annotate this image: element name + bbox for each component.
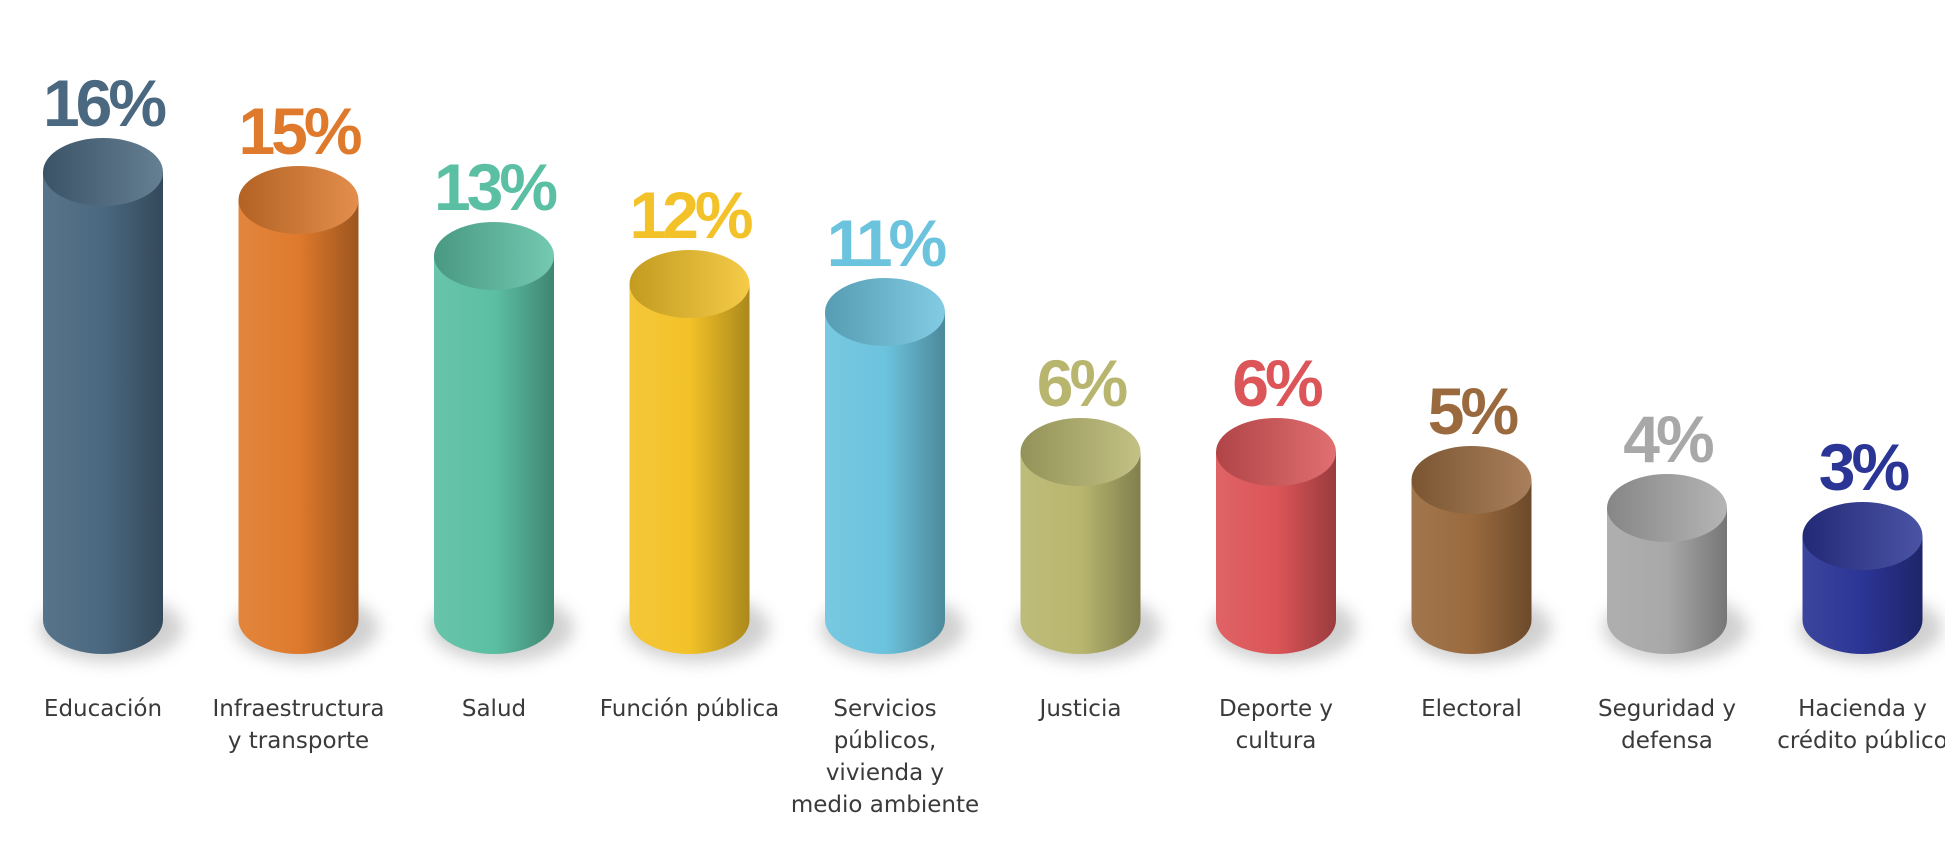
category-label: Hacienda y crédito público — [1777, 696, 1945, 754]
category-label: Educación — [43, 696, 163, 722]
category-label: Deporte y cultura — [1218, 696, 1334, 754]
cylinder-body — [1020, 452, 1141, 654]
cylinder-top — [43, 138, 163, 206]
category-label: Salud — [461, 696, 527, 722]
cylinder-body — [1607, 508, 1727, 654]
cylinder-body — [238, 200, 359, 654]
cylinder-top — [825, 278, 945, 346]
value-label: 5% — [1428, 374, 1518, 448]
value-label: 6% — [1232, 346, 1322, 420]
cylinder-top — [1607, 474, 1727, 542]
category-label: Servicios públicos, vivienda y medio amb… — [790, 696, 980, 818]
category-label: Seguridad y defensa — [1598, 696, 1736, 754]
cylinder-body — [1411, 480, 1532, 654]
cylinder-body — [434, 256, 554, 654]
value-label: 13% — [434, 150, 556, 224]
value-label: 11% — [827, 206, 946, 280]
cylinder-top — [1411, 446, 1532, 514]
value-label: 15% — [238, 94, 360, 168]
category-label: Justicia — [1039, 696, 1122, 722]
category-label: Función pública — [599, 696, 780, 722]
cylinder-body — [43, 172, 163, 654]
value-label: 6% — [1037, 346, 1127, 420]
value-label: 16% — [43, 66, 165, 140]
cylinder-top — [1216, 418, 1336, 486]
cylinder-body — [629, 284, 750, 654]
cylinder-top — [629, 250, 750, 318]
cylinder-body — [1216, 452, 1336, 654]
cylinder-top — [238, 166, 359, 234]
cylinder-top — [1020, 418, 1141, 486]
value-label: 12% — [629, 178, 751, 252]
category-label: Electoral — [1421, 696, 1522, 722]
value-label: 4% — [1623, 402, 1713, 476]
value-label: 3% — [1819, 430, 1909, 504]
cylinder-top — [434, 222, 554, 290]
cylinder-body — [825, 312, 945, 654]
cylinder-top — [1802, 502, 1923, 570]
cylinder-body — [1802, 536, 1923, 654]
category-label: Infraestructura y transporte — [212, 696, 385, 754]
